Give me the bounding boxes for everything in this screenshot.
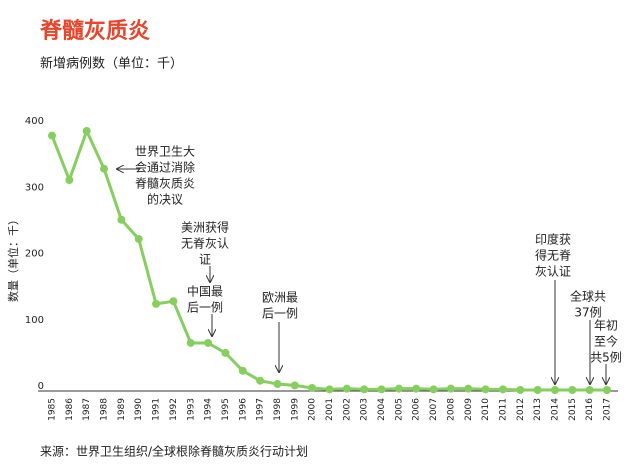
annotation: 全球共 xyxy=(570,289,606,304)
data-point xyxy=(550,386,559,394)
x-tick-label: 1990 xyxy=(134,398,144,421)
annotation: 中国最 xyxy=(187,284,223,299)
x-tick-label: 1992 xyxy=(169,398,179,421)
x-tick-label: 2010 xyxy=(481,398,491,421)
y-tick-label: 100 xyxy=(25,315,44,326)
data-point xyxy=(446,384,455,393)
annotation: 后一例 xyxy=(187,301,223,315)
y-tick-label: 400 xyxy=(25,116,44,127)
x-tick-label: 2008 xyxy=(446,398,456,421)
data-point xyxy=(516,386,525,394)
annotation: 无脊灰认 xyxy=(181,237,229,251)
data-point xyxy=(169,297,178,306)
data-point xyxy=(221,348,230,357)
y-tick-label: 0 xyxy=(38,381,44,392)
chart-title: 脊髓灰质炎 xyxy=(39,18,150,44)
x-tick-label: 2004 xyxy=(377,398,387,421)
x-tick-label: 2003 xyxy=(360,398,370,421)
data-point xyxy=(585,386,594,394)
data-point xyxy=(290,381,299,390)
annotation: 37例 xyxy=(574,306,601,320)
x-tick-label: 2002 xyxy=(342,398,352,421)
x-tick-label: 1986 xyxy=(65,398,75,421)
x-tick-label: 2009 xyxy=(464,398,474,421)
data-point xyxy=(186,338,195,347)
annotation: 后一例 xyxy=(262,307,298,321)
data-point xyxy=(377,385,386,394)
data-point xyxy=(238,366,247,375)
y-axis-label: 数量（单位：千） xyxy=(6,214,20,302)
x-tick-label: 2012 xyxy=(516,398,526,421)
data-point xyxy=(48,131,56,140)
data-point xyxy=(152,299,161,308)
data-point xyxy=(429,385,438,394)
annotation: 会通过消除 xyxy=(135,160,195,175)
data-point xyxy=(498,385,507,394)
x-tick-label: 2006 xyxy=(412,398,422,421)
data-point xyxy=(464,384,473,393)
annotation: 得无脊 xyxy=(535,248,571,263)
source: 来源：世界卫生组织/全球根除脊髓灰质炎行动计划 xyxy=(40,444,308,459)
x-tick-label: 2011 xyxy=(498,398,508,421)
data-point xyxy=(394,384,403,393)
data-point xyxy=(204,338,213,347)
annotation: 证 xyxy=(199,253,211,267)
x-tick-label: 2014 xyxy=(550,398,560,421)
annotation: 美洲获得 xyxy=(181,220,229,235)
data-point xyxy=(603,386,611,394)
x-tick-label: 2000 xyxy=(308,398,318,421)
x-tick-label: 1993 xyxy=(186,398,196,421)
data-point xyxy=(568,386,577,394)
data-point xyxy=(325,385,334,394)
annotation: 共5例 xyxy=(590,351,622,365)
annotation: 印度获 xyxy=(535,232,571,247)
y-tick-label: 300 xyxy=(25,182,44,193)
data-point xyxy=(533,386,542,394)
x-tick-label: 1989 xyxy=(117,398,127,421)
data-point xyxy=(412,384,421,393)
x-tick-label: 2005 xyxy=(394,398,404,421)
x-tick-label: 1987 xyxy=(82,398,92,421)
data-point xyxy=(342,384,351,393)
data-point xyxy=(65,175,74,184)
x-tick-label: 1996 xyxy=(238,398,248,421)
x-tick-label: 2001 xyxy=(325,398,335,421)
x-tick-label: 2017 xyxy=(603,398,613,421)
x-tick-label: 1988 xyxy=(100,398,110,421)
data-point xyxy=(360,385,369,394)
data-point xyxy=(117,215,126,224)
data-point xyxy=(82,126,91,135)
data-point xyxy=(134,234,143,243)
x-tick-label: 2013 xyxy=(533,398,543,421)
data-point xyxy=(308,384,317,393)
annotation: 灰认证 xyxy=(535,265,571,279)
data-point xyxy=(273,380,282,389)
chart-subtitle: 新增病例数（单位：千） xyxy=(40,56,183,72)
x-tick-label: 2007 xyxy=(429,398,439,421)
x-tick-label: 1998 xyxy=(273,398,283,421)
annotation: 欧洲最 xyxy=(262,291,298,305)
data-point xyxy=(256,376,265,385)
annotation: 的决议 xyxy=(147,192,183,207)
x-tick-label: 1995 xyxy=(221,398,231,421)
x-tick-label: 1994 xyxy=(204,398,214,421)
annotation: 年初 xyxy=(594,319,618,333)
data-point xyxy=(100,164,109,173)
annotation: 世界卫生大 xyxy=(135,145,195,159)
x-tick-label: 1999 xyxy=(290,398,300,421)
x-tick-label: 1985 xyxy=(48,398,58,421)
annotation: 至今 xyxy=(594,334,618,349)
data-point xyxy=(481,385,490,394)
y-tick-label: 200 xyxy=(25,249,44,260)
x-tick-label: 1991 xyxy=(152,398,162,421)
x-tick-label: 2015 xyxy=(568,398,578,421)
x-tick-label: 1997 xyxy=(256,398,266,421)
x-tick-label: 2016 xyxy=(585,398,595,421)
annotation: 脊髓灰质炎 xyxy=(135,177,195,191)
